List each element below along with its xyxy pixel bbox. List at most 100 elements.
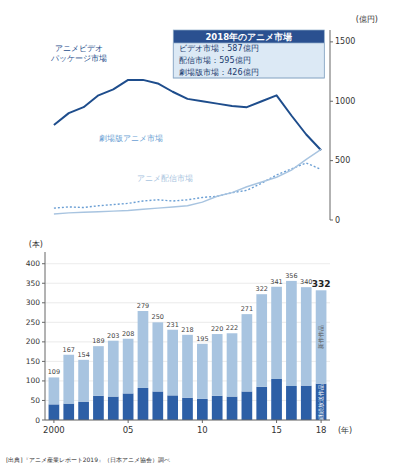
- data-label: 332: [312, 279, 331, 289]
- data-label: 341: [270, 278, 282, 286]
- bar: [227, 397, 238, 420]
- source-note: [出典]『アニメ産業レポート2019』（日本アニメ協会）調べ: [6, 456, 170, 464]
- data-label: 218: [181, 326, 193, 334]
- y-axis: 0 50 100 150 200 250 300 350 400: [26, 252, 330, 425]
- data-label: 208: [122, 330, 134, 338]
- bar: [167, 395, 178, 420]
- grid-line: [45, 263, 330, 264]
- chart-root: 050010001500(億円) アニメビデオパッケージ市場劇場版アニメ市場アニメ…: [0, 0, 395, 468]
- bar: [242, 314, 253, 391]
- tick: [330, 160, 333, 161]
- data-label: 109: [48, 368, 60, 376]
- axis-label: (年): [338, 426, 352, 435]
- tick-label: 18: [316, 425, 327, 435]
- tick-label: 10: [197, 425, 208, 435]
- data-label: 322: [256, 285, 268, 293]
- series-label: 劇場版アニメ市場: [99, 134, 163, 143]
- tick: [330, 101, 333, 102]
- axis-label: (本): [29, 240, 43, 249]
- bar: [152, 391, 163, 420]
- bar: [286, 386, 297, 420]
- data-label: 203: [107, 332, 119, 340]
- axis-label: (億円): [356, 15, 378, 24]
- bar: [138, 311, 149, 388]
- data-label: 167: [63, 346, 75, 354]
- tick-label: 100: [26, 376, 41, 385]
- bar: [93, 346, 104, 396]
- data-label: 340: [300, 278, 312, 286]
- tick-label: 350: [26, 279, 41, 288]
- tick-label: 400: [26, 259, 41, 268]
- tick: [330, 41, 333, 42]
- data-label: 279: [137, 302, 149, 310]
- bar: [271, 379, 282, 420]
- tick-label: 150: [26, 357, 41, 366]
- legend-label: 新作作品: [317, 325, 324, 349]
- tick-label: 50: [30, 396, 40, 405]
- annotation-border: [173, 30, 324, 78]
- bar: [242, 391, 253, 420]
- tick-label: 2000: [43, 425, 65, 435]
- series-label: アニメ配信市場: [137, 174, 193, 183]
- data-label: 231: [166, 321, 178, 329]
- line-series: [54, 149, 321, 214]
- axis-line: [330, 30, 331, 220]
- bar: [152, 322, 163, 391]
- tick: [53, 420, 54, 423]
- bar: [49, 377, 60, 404]
- data-label: 271: [241, 305, 253, 313]
- bar: [78, 360, 89, 402]
- bar: [78, 402, 89, 420]
- tick: [128, 420, 129, 423]
- bar: [63, 404, 74, 420]
- bar: [63, 355, 74, 404]
- bar: [49, 404, 60, 420]
- legend-label: 継続放送作品: [318, 384, 324, 421]
- bar: [212, 334, 223, 396]
- tick-label: 250: [26, 318, 41, 327]
- bar: [123, 393, 134, 420]
- bar: [256, 294, 267, 387]
- tick-label: 300: [26, 298, 41, 307]
- tick-label: 05: [123, 425, 134, 435]
- annotation-body: [173, 43, 324, 78]
- bar: [301, 287, 312, 385]
- tick-label: 15: [271, 425, 282, 435]
- data-label: 250: [152, 313, 164, 321]
- bar: [301, 386, 312, 420]
- bar: [286, 281, 297, 386]
- bar: [197, 399, 208, 420]
- lines: [54, 80, 321, 214]
- annotation-box: 2018年のアニメ市場ビデオ市場：587億円配信市場：595億円劇場版市場：42…: [173, 30, 324, 78]
- x-axis: 2000 05 10 15 18: [43, 420, 330, 435]
- tick: [202, 420, 203, 423]
- line-series: [54, 163, 321, 208]
- data-labels: 1091671541892032082792502312181952202222…: [48, 272, 331, 377]
- grid-line: [45, 420, 330, 421]
- tick-label: 0: [35, 416, 40, 425]
- data-label: 154: [77, 351, 89, 359]
- bar: [108, 397, 119, 420]
- bar: [316, 290, 327, 383]
- bar: [316, 384, 327, 420]
- bar: [167, 330, 178, 396]
- data-label: 222: [226, 324, 238, 332]
- data-label: 189: [92, 337, 104, 345]
- tick-label: 500: [335, 156, 350, 165]
- tick: [276, 420, 277, 423]
- bar: [93, 396, 104, 420]
- y2-axis: 050010001500: [330, 30, 355, 225]
- series-label: アニメビデオパッケージ市場: [50, 44, 107, 63]
- axis-line: [45, 420, 330, 421]
- annotation-text: 劇場版市場：426億円: [179, 68, 258, 77]
- data-label: 356: [285, 272, 297, 280]
- annotation-header: [173, 30, 324, 43]
- tick-label: 200: [26, 337, 41, 346]
- bar: [108, 341, 119, 397]
- bar: [212, 396, 223, 420]
- line-series: [54, 80, 321, 150]
- bar: [123, 339, 134, 394]
- bars: [49, 281, 327, 420]
- bar: [271, 287, 282, 379]
- axis-line: [45, 252, 46, 420]
